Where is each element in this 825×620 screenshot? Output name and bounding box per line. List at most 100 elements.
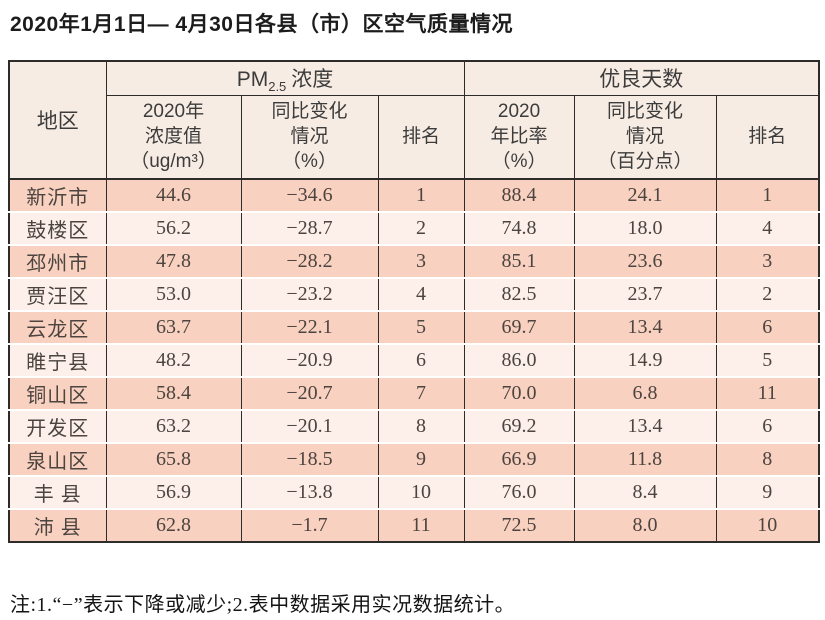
subheader-pm25-value: 2020年 浓度值 （ug/m³） (105, 95, 241, 180)
value-cell: 82.5 (463, 278, 575, 312)
value-cell: 56.2 (105, 212, 241, 246)
region-cell: 贾汪区 (8, 278, 106, 312)
value-cell: −20.1 (240, 410, 378, 444)
pm25-prefix: PM (236, 67, 269, 91)
region-cell: 开发区 (8, 410, 106, 444)
sub-header-row: 2020年 浓度值 （ug/m³） 同比变化 情况 （%） 排名 2020 年比… (9, 95, 820, 180)
value-cell: −20.7 (240, 377, 378, 411)
value-cell: −34.6 (240, 179, 378, 213)
value-cell: 65.8 (105, 443, 241, 477)
value-cell: 63.2 (105, 410, 241, 444)
table-row: 鼓楼区 56.2 −28.7 2 74.8 18.0 4 (8, 212, 820, 246)
value-cell: 6 (377, 344, 465, 378)
value-cell: 86.0 (463, 344, 575, 378)
subheader-pm25-yoy-change: 同比变化 情况 （%） (240, 95, 378, 180)
column-group-good-days: 优良天数 (463, 61, 820, 96)
table-row: 新沂市 44.6 −34.6 1 88.4 24.1 1 (8, 179, 820, 213)
table-row: 贾汪区 53.0 −23.2 4 82.5 23.7 2 (8, 278, 820, 312)
subheader-gooddays-rank: 排名 (715, 95, 820, 180)
region-cell: 沛 县 (8, 509, 106, 542)
air-quality-table: 地区 PM2.5 浓度 优良天数 2020年 浓度值 （ug/m³） 同比变化 情… (8, 60, 821, 543)
value-cell: 48.2 (105, 344, 241, 378)
subheader-pm25-rank: 排名 (377, 95, 465, 180)
pm25-subscript: 2.5 (268, 78, 287, 94)
value-cell: 1 (377, 179, 465, 213)
value-cell: −28.2 (240, 245, 378, 279)
value-cell: −20.9 (240, 344, 378, 378)
value-cell: 44.6 (105, 179, 241, 213)
region-cell: 铜山区 (8, 377, 106, 411)
group-header-row: 地区 PM2.5 浓度 优良天数 (8, 61, 820, 180)
value-cell: 66.9 (463, 443, 575, 477)
table-row: 丰 县 56.9 −13.8 10 76.0 8.4 9 (8, 476, 820, 510)
value-cell: 9 (715, 476, 820, 510)
value-cell: 8 (715, 443, 820, 477)
value-cell: 69.7 (463, 311, 575, 345)
value-cell: 13.4 (573, 410, 717, 444)
value-cell: 23.6 (573, 245, 717, 279)
value-cell: 13.4 (573, 311, 717, 345)
page-title: 2020年1月1日— 4月30日各县（市）区空气质量情况 (10, 13, 513, 36)
value-cell: 8 (377, 410, 465, 444)
value-cell: 11 (715, 377, 820, 411)
value-cell: 58.4 (105, 377, 241, 411)
value-cell: 5 (377, 311, 465, 345)
value-cell: 5 (715, 344, 820, 378)
value-cell: 14.9 (573, 344, 717, 378)
value-cell: 6 (715, 311, 820, 345)
value-cell: 11 (377, 509, 465, 542)
value-cell: 3 (715, 245, 820, 279)
value-cell: −23.2 (240, 278, 378, 312)
value-cell: 10 (377, 476, 465, 510)
value-cell: 6.8 (573, 377, 717, 411)
region-cell: 睢宁县 (8, 344, 106, 378)
region-cell: 鼓楼区 (8, 212, 106, 246)
value-cell: 69.2 (463, 410, 575, 444)
value-cell: 76.0 (463, 476, 575, 510)
value-cell: −22.1 (240, 311, 378, 345)
value-cell: 63.7 (105, 311, 241, 345)
subheader-gooddays-ratio: 2020 年比率 （%） (463, 95, 575, 180)
value-cell: 70.0 (463, 377, 575, 411)
footnote: 注:1.“−”表示下降或减少;2.表中数据采用实况数据统计。 (10, 594, 516, 616)
value-cell: 4 (715, 212, 820, 246)
value-cell: 4 (377, 278, 465, 312)
region-cell: 邳州市 (8, 245, 106, 279)
region-cell: 泉山区 (8, 443, 106, 477)
table-row: 铜山区 58.4 −20.7 7 70.0 6.8 11 (8, 377, 820, 411)
value-cell: 18.0 (573, 212, 717, 246)
table-row: 邳州市 47.8 −28.2 3 85.1 23.6 3 (8, 245, 820, 279)
value-cell: 72.5 (463, 509, 575, 542)
value-cell: 2 (715, 278, 820, 312)
value-cell: 74.8 (463, 212, 575, 246)
value-cell: −1.7 (240, 509, 378, 542)
value-cell: 10 (715, 509, 820, 542)
value-cell: 23.7 (573, 278, 717, 312)
value-cell: 53.0 (105, 278, 241, 312)
subheader-gooddays-yoy: 同比变化 情况 （百分点） (573, 95, 717, 180)
value-cell: 47.8 (105, 245, 241, 279)
table-row: 沛 县 62.8 −1.7 11 72.5 8.0 10 (8, 509, 820, 542)
corner-header-region: 地区 (8, 61, 106, 180)
table-header: 地区 PM2.5 浓度 优良天数 2020年 浓度值 （ug/m³） 同比变化 情… (8, 61, 820, 180)
value-cell: 88.4 (463, 179, 575, 213)
value-cell: 56.9 (105, 476, 241, 510)
table-row: 睢宁县 48.2 −20.9 6 86.0 14.9 5 (8, 344, 820, 378)
value-cell: 6 (715, 410, 820, 444)
column-group-pm25: PM2.5 浓度 (105, 61, 465, 96)
value-cell: 7 (377, 377, 465, 411)
value-cell: 3 (377, 245, 465, 279)
value-cell: −13.8 (240, 476, 378, 510)
value-cell: −18.5 (240, 443, 378, 477)
value-cell: −28.7 (240, 212, 378, 246)
value-cell: 9 (377, 443, 465, 477)
region-cell: 云龙区 (8, 311, 106, 345)
table-row: 开发区 63.2 −20.1 8 69.2 13.4 6 (8, 410, 820, 444)
value-cell: 2 (377, 212, 465, 246)
table-row: 泉山区 65.8 −18.5 9 66.9 11.8 8 (8, 443, 820, 477)
value-cell: 1 (715, 179, 820, 213)
value-cell: 85.1 (463, 245, 575, 279)
value-cell: 8.4 (573, 476, 717, 510)
value-cell: 62.8 (105, 509, 241, 542)
region-cell: 新沂市 (8, 179, 106, 213)
